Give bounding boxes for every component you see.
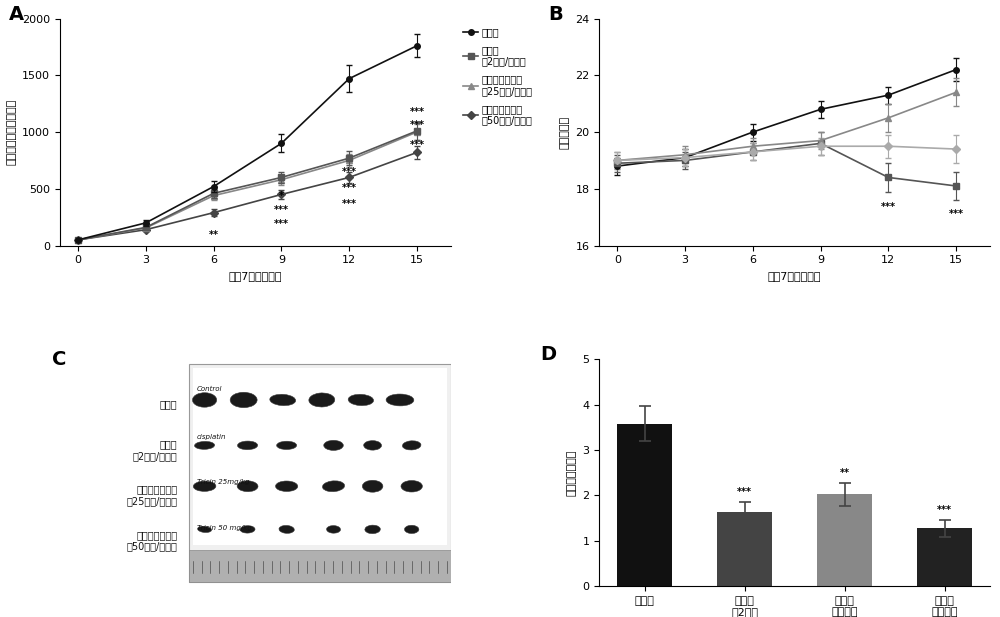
Text: ***: *** bbox=[409, 107, 424, 117]
Text: ***: *** bbox=[409, 140, 424, 150]
Ellipse shape bbox=[277, 441, 297, 450]
Bar bbox=[817, 494, 872, 586]
Ellipse shape bbox=[327, 526, 341, 533]
Text: ***: *** bbox=[881, 202, 896, 212]
Text: **: ** bbox=[840, 468, 850, 478]
X-axis label: 治留7天数（天）: 治留7天数（天） bbox=[768, 271, 821, 281]
FancyBboxPatch shape bbox=[193, 368, 447, 545]
Ellipse shape bbox=[365, 525, 380, 534]
Text: ***: *** bbox=[342, 183, 357, 193]
Legend: 对照组, 顺铂组
（2毫克/千克）, 麦黄酮低剂量组
（25毫克/千克）, 麦黄酮高剂量组
（50毫克/千克）: 对照组, 顺铂组 （2毫克/千克）, 麦黄酮低剂量组 （25毫克/千克）, 麦黄… bbox=[460, 23, 537, 130]
Text: *: * bbox=[279, 191, 284, 201]
Text: ***: *** bbox=[409, 120, 424, 130]
Text: cisplatin: cisplatin bbox=[197, 434, 226, 440]
Text: ***: *** bbox=[274, 205, 289, 215]
Y-axis label: 肿瘾体积（立方毫米）: 肿瘾体积（立方毫米） bbox=[7, 99, 17, 165]
Text: C: C bbox=[52, 350, 67, 369]
Text: ***: *** bbox=[342, 167, 357, 178]
Text: 顺铂组
（2毫克/千克）: 顺铂组 （2毫克/千克） bbox=[132, 439, 177, 461]
Ellipse shape bbox=[240, 526, 255, 533]
Ellipse shape bbox=[401, 481, 422, 492]
Ellipse shape bbox=[364, 441, 382, 450]
Ellipse shape bbox=[322, 481, 345, 492]
Text: B: B bbox=[548, 5, 563, 24]
FancyBboxPatch shape bbox=[189, 363, 451, 582]
Text: ***: *** bbox=[949, 209, 964, 218]
Text: 麦黄酮高剂量组
（50毫克/千克）: 麦黄酮高剂量组 （50毫克/千克） bbox=[126, 530, 177, 552]
Bar bbox=[617, 424, 672, 586]
Text: ***: *** bbox=[342, 199, 357, 209]
X-axis label: 治留7天数（天）: 治留7天数（天） bbox=[229, 271, 282, 281]
Ellipse shape bbox=[195, 441, 215, 449]
Ellipse shape bbox=[193, 481, 216, 491]
Text: Control: Control bbox=[197, 386, 222, 392]
Ellipse shape bbox=[270, 394, 296, 405]
Text: 麦黄酮低剂量组
（25毫克/千克）: 麦黄酮低剂量组 （25毫克/千克） bbox=[126, 484, 177, 506]
Ellipse shape bbox=[237, 481, 258, 492]
Y-axis label: 体重（克）: 体重（克） bbox=[560, 115, 570, 149]
Ellipse shape bbox=[362, 480, 383, 492]
Text: 对照组: 对照组 bbox=[160, 399, 177, 410]
Text: ***: *** bbox=[937, 505, 952, 515]
Bar bbox=[717, 512, 772, 586]
Ellipse shape bbox=[404, 525, 419, 534]
Ellipse shape bbox=[198, 526, 212, 532]
Y-axis label: 肿瘾质量（克）: 肿瘾质量（克） bbox=[567, 449, 577, 496]
Ellipse shape bbox=[402, 441, 421, 450]
Text: **: ** bbox=[209, 230, 219, 240]
Text: ***: *** bbox=[274, 218, 289, 228]
Ellipse shape bbox=[309, 393, 335, 407]
Ellipse shape bbox=[348, 394, 374, 405]
Text: ***: *** bbox=[737, 487, 752, 497]
Ellipse shape bbox=[192, 393, 217, 407]
Ellipse shape bbox=[386, 394, 414, 406]
Ellipse shape bbox=[230, 392, 257, 408]
Ellipse shape bbox=[237, 441, 258, 450]
Bar bbox=[189, 550, 451, 582]
Text: A: A bbox=[9, 5, 24, 24]
Legend: 对照组, 顺铂组（2毫克/千克）, 麦黄酮低剂量组
（25毫克/千克）, 麦黄酮高剂量组
（50毫克/千克）: 对照组, 顺铂组（2毫克/千克）, 麦黄酮低剂量组 （25毫克/千克）, 麦黄酮… bbox=[999, 23, 1000, 112]
Ellipse shape bbox=[279, 526, 294, 533]
Ellipse shape bbox=[324, 441, 343, 450]
Text: Tricin 50 mg/kg: Tricin 50 mg/kg bbox=[197, 525, 252, 531]
Text: D: D bbox=[541, 346, 557, 365]
Bar bbox=[917, 529, 972, 586]
Text: Tricin 25mg/kg: Tricin 25mg/kg bbox=[197, 479, 249, 486]
Ellipse shape bbox=[276, 481, 298, 492]
